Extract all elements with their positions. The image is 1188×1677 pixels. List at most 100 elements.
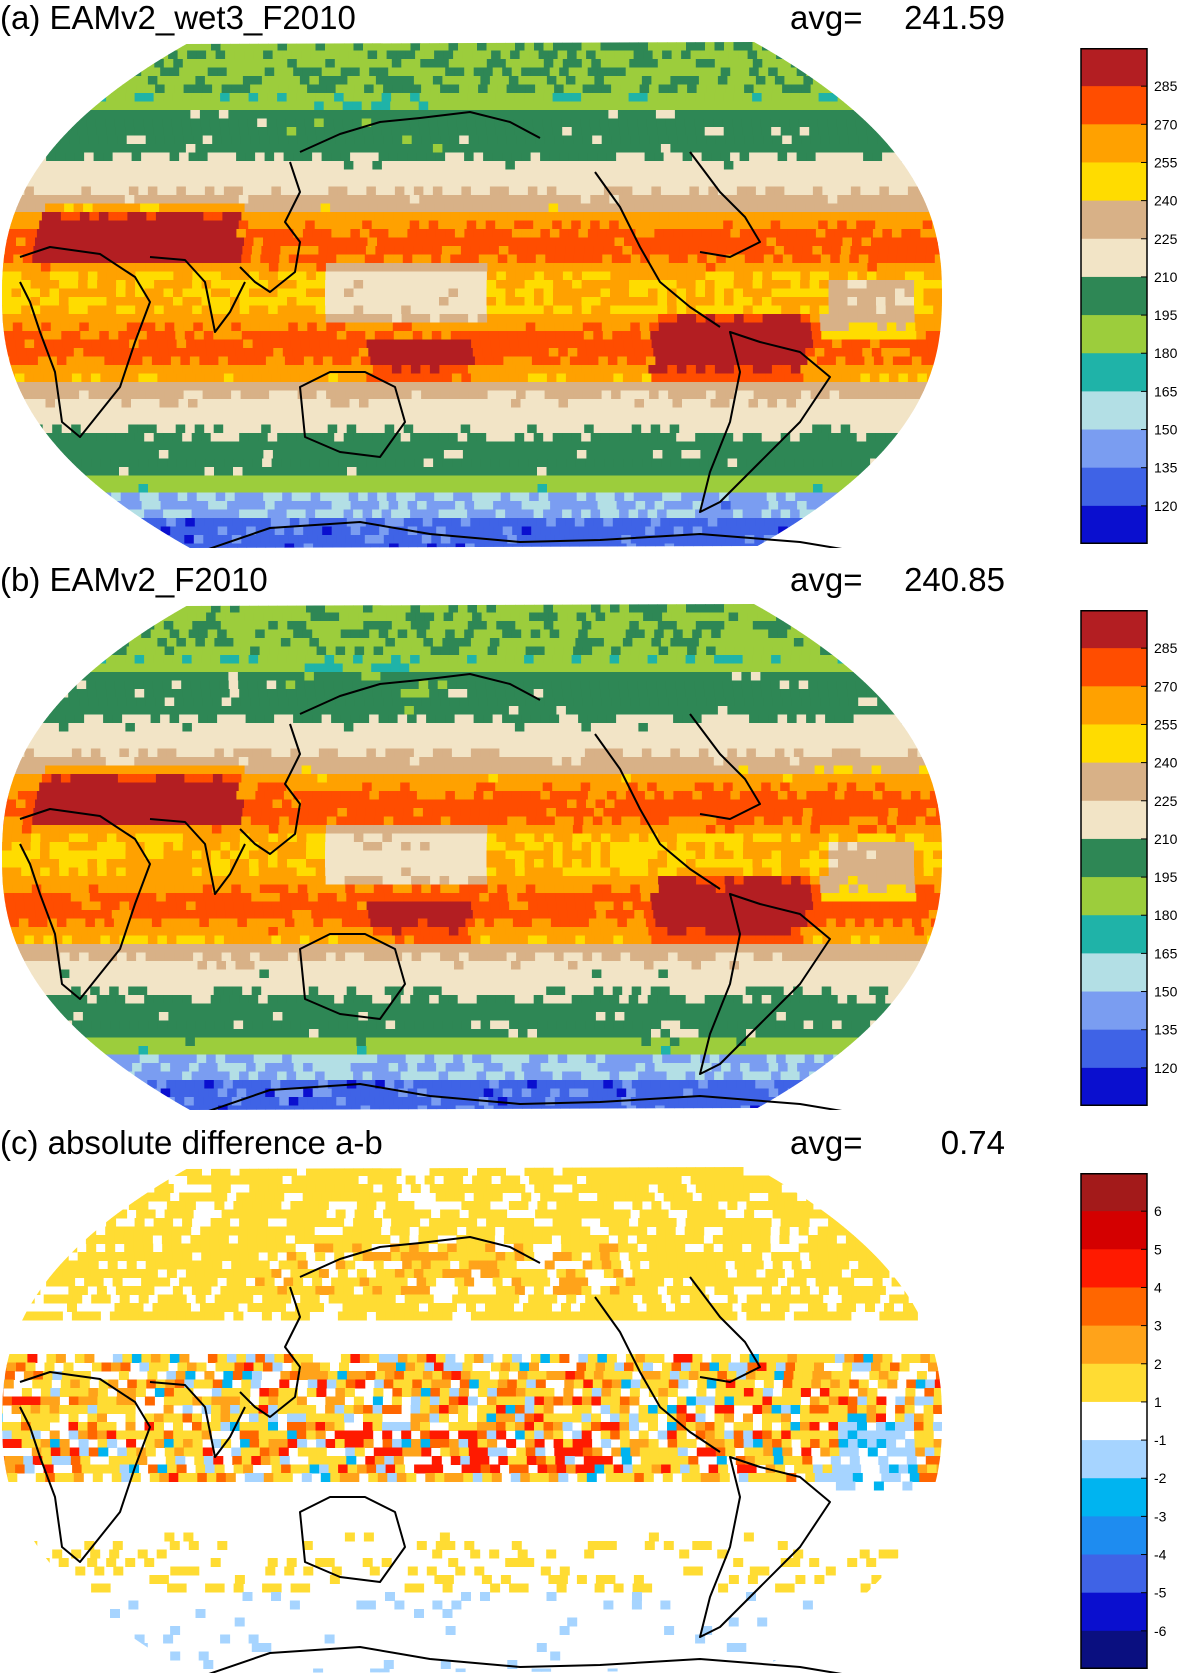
colorbar-swatch [1081,1067,1147,1106]
colorbar-swatch [1081,1516,1147,1556]
panel-title: (c) absolute difference a-b [0,1124,383,1161]
colorbar-tick-label: 120 [1154,1060,1178,1076]
panel-average: avg= 240.85 [790,560,1005,600]
colorbar-tick-label: 195 [1154,869,1178,885]
colorbar-tick-label: 2 [1154,1356,1162,1372]
colorbar-swatch [1081,991,1147,1031]
colorbar-tick-label: -2 [1154,1470,1167,1486]
colorbar-tick-label: 120 [1154,498,1178,514]
colorbar-tick-label: 180 [1154,345,1178,361]
avg-value: 240.85 [904,561,1005,598]
colorbar-tick-label: 165 [1154,383,1178,399]
colorbar-swatch [1081,1029,1147,1069]
colorbar-swatch [1081,391,1147,431]
avg-value: 0.74 [940,1124,1005,1161]
colorbar-tick-label: 195 [1154,307,1178,323]
panel-title: (a) EAMv2_wet3_F2010 [0,0,356,36]
panel-average: avg= 241.59 [790,0,1005,38]
colorbar-tick-label: 270 [1154,678,1178,694]
colorbar-swatch [1081,1401,1147,1441]
colorbar-swatch [1081,276,1147,316]
colorbar-tick-label: 225 [1154,231,1178,247]
colorbar-tick-label: -5 [1154,1585,1167,1601]
colorbar-swatch [1081,162,1147,202]
colorbar-swatch [1081,1440,1147,1479]
panel-average: avg= 0.74 [790,1123,1005,1163]
colorbar-swatch [1081,86,1147,125]
colorbar-tick-label: 180 [1154,907,1178,923]
colorbar-tick-label: 240 [1154,193,1178,209]
colorbar-tick-label: 4 [1154,1279,1162,1295]
colorbar-swatch [1081,315,1147,354]
colorbar-swatch [1081,1325,1147,1365]
colorbar-swatch [1081,238,1147,278]
colorbar-swatch [1081,1363,1147,1403]
colorbar-tick-label: 135 [1154,1022,1178,1038]
colorbar-tick-label: 3 [1154,1318,1162,1334]
colorbar-swatch [1081,915,1147,954]
colorbar-tick-label: 6 [1154,1203,1162,1219]
colorbar: 6 5 4 3 2 1 -1 -2 -3 -4 -5 -6 [1080,1173,1167,1669]
colorbar-tick-label: -6 [1154,1623,1167,1639]
colorbar-frame [1080,610,1148,1106]
colorbar-swatch [1081,1592,1147,1632]
colorbar-swatch [1081,1211,1147,1250]
colorbar-swatch [1081,800,1147,840]
field-cells [2,1167,942,1673]
colorbar-swatch [1081,610,1147,649]
colorbar-tick-label: 165 [1154,945,1178,961]
coastlines [19,673,843,1110]
colorbar-tick-label: 225 [1154,793,1178,809]
colorbar-tick-label: 255 [1154,716,1178,732]
colorbar-swatch [1081,467,1147,507]
colorbar-swatch [1081,200,1147,240]
global-map [2,1167,942,1673]
field-cells [2,42,942,548]
colorbar-tick-label: 210 [1154,831,1178,847]
colorbar-swatch [1081,762,1147,802]
colorbar: 285 270 255 240 225 210 195 180 165 150 135 120 [1080,610,1178,1106]
global-map [2,604,942,1110]
colorbar-swatch [1081,124,1147,164]
colorbar-swatch [1081,353,1147,392]
colorbar: 285 270 255 240 225 210 195 180 165 150 135 120 [1080,48,1178,544]
colorbar-tick-label: -4 [1154,1547,1167,1563]
colorbar-tick-label: 135 [1154,460,1178,476]
colorbar-tick-label: 285 [1154,78,1178,94]
colorbar-tick-label: 150 [1154,984,1178,1000]
colorbar-swatch [1081,48,1147,87]
colorbar-swatch [1081,1173,1147,1212]
colorbar-swatch [1081,429,1147,469]
colorbar-tick-label: -3 [1154,1508,1167,1524]
colorbar-swatch [1081,686,1147,726]
colorbar-swatch [1081,1287,1147,1327]
global-map [2,42,942,548]
colorbar-swatch [1081,505,1147,544]
colorbar-tick-label: 270 [1154,116,1178,132]
colorbar-swatch [1081,1554,1147,1594]
colorbar-swatch [1081,1249,1147,1289]
coastlines [19,1236,843,1673]
colorbar-frame [1080,1173,1148,1669]
colorbar-tick-label: 210 [1154,269,1178,285]
colorbar-tick-label: 150 [1154,422,1178,438]
colorbar-tick-label: 5 [1154,1241,1162,1257]
colorbar-swatch [1081,724,1147,764]
colorbar-tick-label: 1 [1154,1394,1162,1410]
colorbar-swatch [1081,838,1147,878]
colorbar-tick-label: 240 [1154,755,1178,771]
avg-value: 241.59 [904,0,1005,36]
colorbar-swatch [1081,648,1147,687]
avg-label: avg= [790,561,863,598]
colorbar-tick-label: 285 [1154,640,1178,656]
colorbar-swatch [1081,1478,1147,1517]
colorbar-swatch [1081,953,1147,993]
coastlines [19,111,843,548]
colorbar-swatch [1081,877,1147,916]
avg-label: avg= [790,0,863,36]
panel-title: (b) EAMv2_F2010 [0,561,268,598]
colorbar-swatch [1081,1630,1147,1669]
field-cells [2,604,942,1110]
avg-label: avg= [790,1124,863,1161]
colorbar-tick-label: 255 [1154,154,1178,170]
